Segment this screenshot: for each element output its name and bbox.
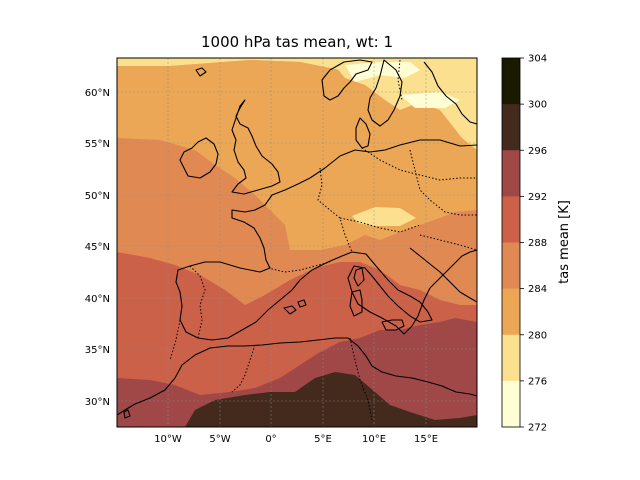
colorbar-segment xyxy=(502,288,520,336)
colorbar-segment xyxy=(502,334,520,382)
page-title: 1000 hPa tas mean, wt: 1 xyxy=(200,33,394,51)
map-frame xyxy=(116,57,478,428)
band-280-284-north xyxy=(117,60,330,100)
colorbar: 304 300 296 292 288 284 280 276 272 tas mean [K] xyxy=(501,54,572,434)
lat-tick-label: 40°N xyxy=(85,294,110,305)
lon-tick-labels: 10°W 5°W 0° 5°E 10°E 15°E xyxy=(154,434,438,445)
colorbar-tick-label: 292 xyxy=(528,192,547,203)
band-292-296 xyxy=(117,318,477,427)
lat-tick-labels: 60°N 55°N 50°N 45°N 40°N 35°N 30°N xyxy=(85,88,110,408)
lat-tick-label: 45°N xyxy=(85,242,110,253)
graticule xyxy=(117,58,477,427)
colorbar-segment xyxy=(502,58,520,105)
lon-tick-label: 0° xyxy=(265,434,276,445)
lon-tick-label: 10°E xyxy=(362,434,386,445)
band-272-276-scandinavia xyxy=(345,62,420,82)
band-272-276-baltic xyxy=(400,92,460,108)
colorbar-segment xyxy=(502,196,520,243)
colorbar-segment xyxy=(502,104,520,151)
band-276-280-alps xyxy=(352,207,416,226)
colorbar-tick-label: 276 xyxy=(528,376,547,387)
colorbar-label: tas mean [K] xyxy=(557,200,572,284)
temperature-field xyxy=(117,58,477,427)
coastlines xyxy=(117,59,477,419)
lat-tick-label: 30°N xyxy=(85,397,110,408)
lat-tick-label: 55°N xyxy=(85,139,110,150)
band-296-300 xyxy=(185,372,477,427)
colorbar-tick-label: 272 xyxy=(528,423,547,434)
lat-tick-label: 35°N xyxy=(85,345,110,356)
colorbar-tick-label: 304 xyxy=(528,54,547,65)
colorbar-ticks: 304 300 296 292 288 284 280 276 272 xyxy=(520,54,547,434)
lon-tick-label: 5°W xyxy=(209,434,230,445)
lon-tick-label: 10°W xyxy=(154,434,182,445)
lon-tick-label: 5°E xyxy=(314,434,332,445)
lat-tick-label: 60°N xyxy=(85,88,110,99)
lat-tick-label: 50°N xyxy=(85,191,110,202)
country-borders xyxy=(169,59,477,421)
colorbar-tick-label: 284 xyxy=(528,284,547,295)
colorbar-tick-label: 280 xyxy=(528,330,547,341)
colorbar-segment xyxy=(502,242,520,290)
colorbar-tick-label: 296 xyxy=(528,146,547,157)
colorbar-segment xyxy=(502,380,520,428)
lon-tick-label: 15°E xyxy=(414,434,438,445)
colorbar-tick-label: 300 xyxy=(528,100,547,111)
colorbar-segment xyxy=(502,150,520,197)
colorbar-tick-label: 288 xyxy=(528,238,547,249)
colorbar-segments xyxy=(502,58,520,428)
